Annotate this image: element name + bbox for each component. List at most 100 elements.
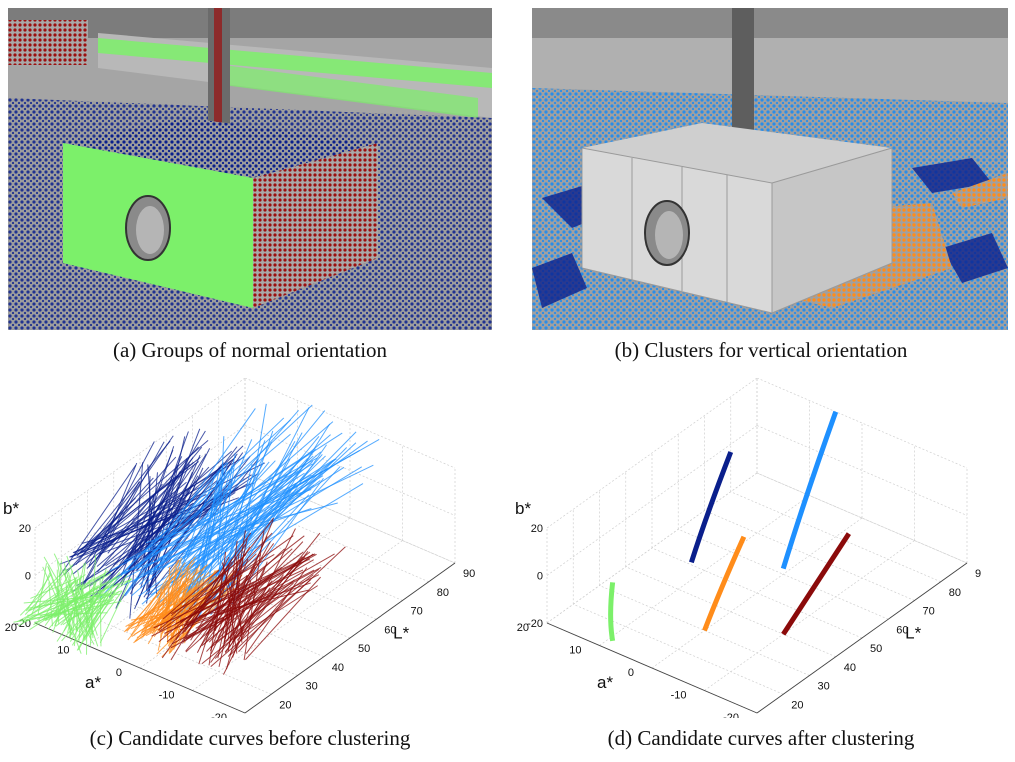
grid bbox=[546, 378, 968, 714]
curve bbox=[167, 564, 201, 627]
curve bbox=[231, 574, 284, 643]
curve bbox=[129, 462, 144, 619]
curve bbox=[157, 567, 178, 651]
curve bbox=[25, 574, 52, 612]
caption-d: (d) Candidate curves after clustering bbox=[607, 726, 915, 750]
L-tick-label: 80 bbox=[949, 587, 961, 599]
curve bbox=[63, 477, 154, 576]
curve bbox=[185, 553, 257, 623]
curve bbox=[125, 588, 189, 628]
L-tick-label: 9 bbox=[975, 568, 981, 580]
curve bbox=[175, 474, 216, 584]
curve bbox=[130, 559, 180, 636]
L-tick-label: 50 bbox=[358, 643, 370, 655]
curve bbox=[63, 585, 85, 632]
curve bbox=[182, 543, 247, 634]
curve bbox=[167, 586, 173, 644]
curve bbox=[190, 566, 283, 626]
curve bbox=[185, 566, 256, 652]
series-dark_red-curves bbox=[151, 517, 346, 675]
curve bbox=[140, 439, 380, 576]
photo-a-illustration bbox=[8, 8, 492, 330]
curve bbox=[198, 589, 309, 617]
curve bbox=[105, 506, 193, 567]
curve bbox=[171, 569, 315, 645]
curve bbox=[99, 578, 102, 647]
series-dark_blue-curve bbox=[688, 451, 734, 564]
curve bbox=[27, 589, 105, 611]
curve bbox=[224, 532, 321, 653]
curve bbox=[229, 546, 346, 656]
curve bbox=[131, 421, 334, 597]
curve bbox=[108, 490, 191, 598]
panel-d: 1020304050607080920100-10-20200-20L*a*b*… bbox=[507, 378, 1015, 762]
curve bbox=[136, 467, 234, 570]
curve bbox=[84, 435, 174, 565]
a-tick-label: 10 bbox=[569, 645, 581, 657]
curve bbox=[208, 575, 223, 666]
curve bbox=[35, 579, 77, 608]
b-axis-label: b* bbox=[515, 499, 531, 518]
caption-b: (b) Clusters for vertical orientation bbox=[614, 338, 908, 362]
curve bbox=[129, 430, 206, 555]
panel-a: (a) Groups of normal orientation bbox=[0, 0, 500, 372]
curve bbox=[33, 576, 117, 626]
curve bbox=[232, 585, 318, 641]
curve bbox=[203, 494, 310, 609]
curve bbox=[87, 594, 108, 632]
a-tick-label: 10 bbox=[57, 645, 69, 657]
curve bbox=[127, 556, 196, 641]
curve bbox=[214, 551, 227, 631]
b-tick-label: 20 bbox=[531, 523, 543, 535]
caption-a: (a) Groups of normal orientation bbox=[112, 338, 388, 362]
curve bbox=[129, 454, 207, 577]
curve bbox=[204, 585, 248, 645]
curve bbox=[61, 572, 121, 642]
curve bbox=[224, 519, 274, 638]
b-tick-label: 20 bbox=[19, 523, 31, 535]
photo-normal-orientation-groups bbox=[8, 8, 492, 330]
a-tick-label: -10 bbox=[159, 690, 175, 702]
L-tick-label: 50 bbox=[870, 643, 882, 655]
curve bbox=[55, 560, 62, 618]
L-tick-label: 30 bbox=[306, 681, 318, 693]
curve bbox=[245, 567, 308, 654]
curve bbox=[188, 561, 233, 610]
series-green-curves bbox=[13, 553, 132, 655]
curve bbox=[209, 587, 258, 634]
curve bbox=[175, 582, 255, 625]
curve bbox=[102, 461, 194, 539]
curve bbox=[141, 455, 314, 605]
curve bbox=[81, 440, 209, 550]
curve bbox=[201, 574, 314, 665]
curve bbox=[86, 472, 183, 569]
L-tick-label: 40 bbox=[332, 662, 344, 674]
photo-vertical-orientation-clusters bbox=[532, 8, 1008, 330]
a-tick-label: 20 bbox=[5, 622, 17, 634]
curve bbox=[188, 458, 335, 592]
b-tick-label: 0 bbox=[537, 571, 543, 583]
caption-c: (c) Candidate curves before clustering bbox=[89, 726, 411, 750]
curve bbox=[134, 567, 198, 642]
curve bbox=[154, 578, 205, 629]
a-tick-label: 0 bbox=[116, 667, 122, 679]
curve bbox=[99, 577, 132, 644]
curve bbox=[19, 568, 67, 616]
curve bbox=[219, 430, 274, 588]
b-axis-label: b* bbox=[3, 499, 19, 518]
curve bbox=[55, 585, 109, 627]
curve bbox=[162, 569, 220, 620]
curve bbox=[223, 540, 238, 646]
curve bbox=[143, 495, 155, 558]
L-tick-label: 70 bbox=[411, 606, 423, 618]
curve bbox=[161, 532, 252, 659]
L-axis-label: L* bbox=[905, 624, 921, 643]
curve bbox=[133, 446, 175, 565]
a-tick-label: -20 bbox=[211, 712, 227, 718]
series-orange-curve bbox=[702, 535, 747, 632]
L-tick-label: 90 bbox=[463, 568, 475, 580]
curve bbox=[154, 432, 343, 554]
a-tick-label: 20 bbox=[517, 622, 529, 634]
L-tick-label: 20 bbox=[791, 699, 803, 711]
curve bbox=[232, 561, 268, 658]
